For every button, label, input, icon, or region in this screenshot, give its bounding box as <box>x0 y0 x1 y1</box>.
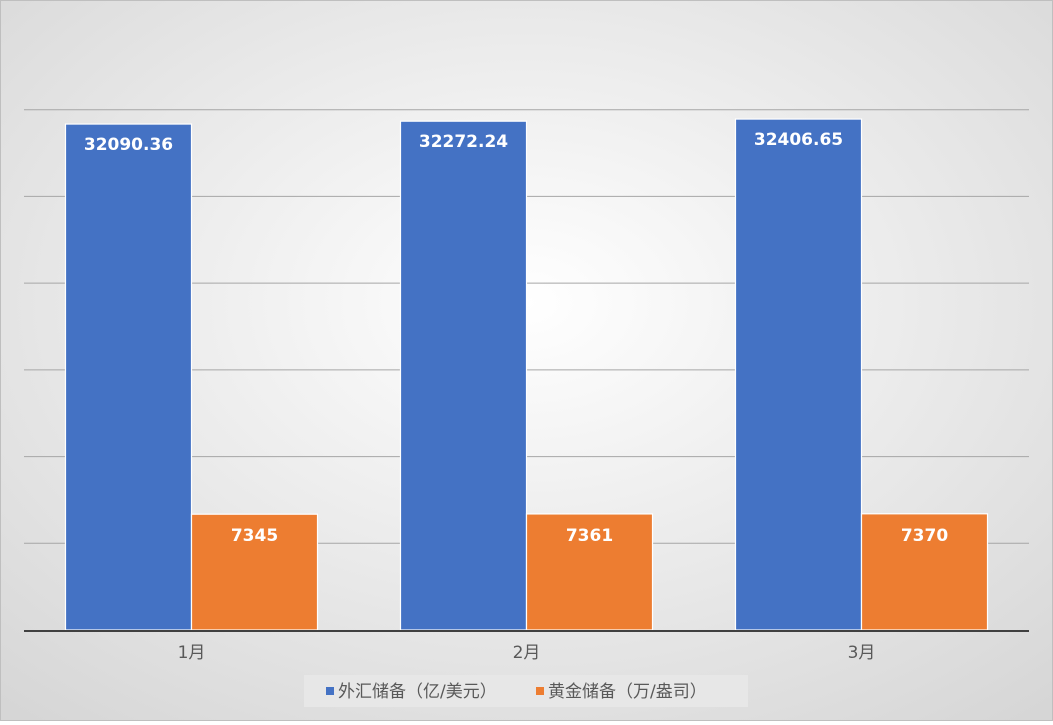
data-label: 7361 <box>566 526 613 546</box>
bar <box>64 123 193 631</box>
data-label: 32406.65 <box>754 130 843 150</box>
data-label: 7345 <box>231 526 278 546</box>
x-axis-ticks: 1月 2月 3月 <box>178 643 876 663</box>
data-labels: 32090.36 7345 32272.24 7361 32406.65 7370 <box>84 130 948 546</box>
data-label: 32272.24 <box>419 132 508 152</box>
x-tick-label: 1月 <box>178 643 206 663</box>
bar <box>190 513 319 631</box>
legend-label: 黄金储备（万/盎司） <box>548 682 707 702</box>
bar <box>399 120 528 631</box>
legend-label: 外汇储备（亿/美元） <box>338 682 497 702</box>
legend-swatch <box>326 687 334 695</box>
bars <box>64 118 989 631</box>
bar <box>860 513 989 631</box>
x-tick-label: 3月 <box>848 643 876 663</box>
bar <box>734 118 863 631</box>
legend-box <box>304 675 748 707</box>
x-tick-label: 2月 <box>513 643 541 663</box>
bar <box>525 513 654 631</box>
legend-swatch <box>536 687 544 695</box>
legend: 外汇储备（亿/美元） 黄金储备（万/盎司） <box>304 675 748 707</box>
data-label: 7370 <box>901 526 948 546</box>
data-label: 32090.36 <box>84 135 173 155</box>
